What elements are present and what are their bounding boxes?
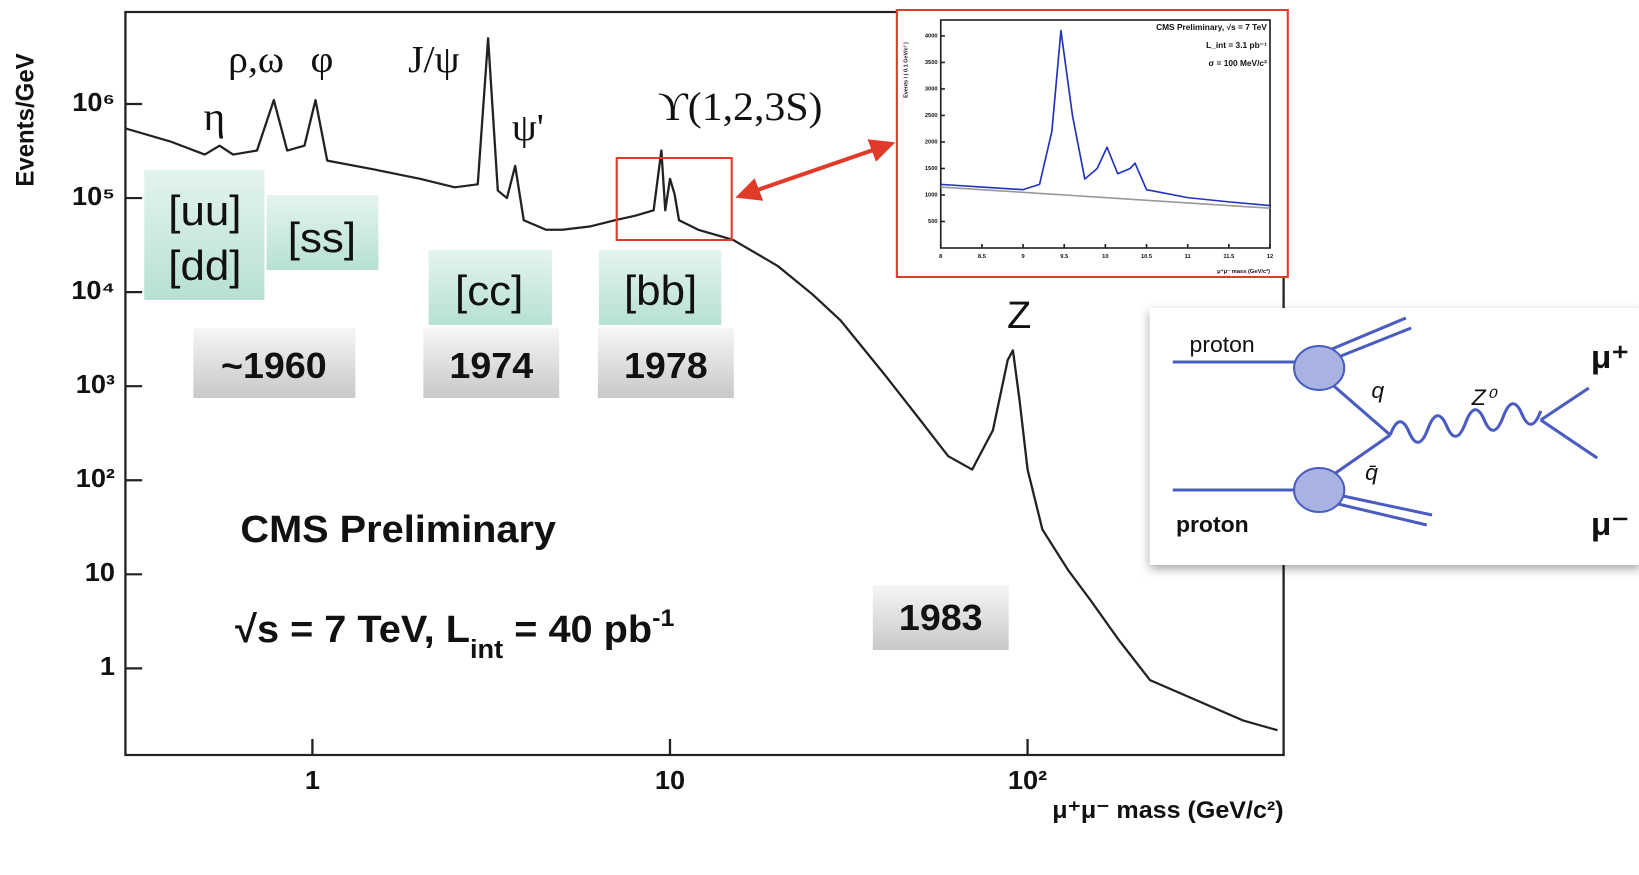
- y-axis-label: Events/GeV: [12, 53, 40, 187]
- x-tick-label: 8.5: [978, 254, 986, 260]
- x-tick-label: 1: [305, 766, 320, 795]
- conditions-label: √s = 7 TeV, Lint = 40 pb-1: [235, 605, 674, 663]
- y-tick-label: 3000: [925, 86, 938, 92]
- feynman-diagram: proton proton q q̄ Z⁰ μ⁺ μ⁻: [1149, 308, 1639, 565]
- x-tick-label: 12: [1267, 254, 1273, 260]
- x-tick-label: 11: [1185, 254, 1191, 260]
- quark-label: [cc]: [455, 268, 523, 315]
- proton-blob: [1293, 345, 1346, 391]
- x-tick-label: 10: [655, 766, 685, 795]
- inset-annotation: CMS Preliminary, √s = 7 TeV: [1156, 23, 1267, 32]
- diagram-label: Z⁰: [1471, 385, 1498, 409]
- x-axis-label: μ⁺μ⁻ mass (GeV/c²): [1052, 797, 1283, 823]
- x-tick-label: 10.5: [1141, 254, 1152, 260]
- series-line: [125, 37, 1278, 732]
- y-tick-label: 10⁶: [72, 87, 115, 116]
- y-tick-label: 10²: [76, 464, 115, 493]
- y-tick-label: 10⁴: [71, 276, 115, 305]
- series-line: [940, 186, 1271, 210]
- peak-label: Z: [1007, 295, 1031, 337]
- series-line: [940, 29, 1271, 207]
- x-tick-label: 10²: [1008, 766, 1047, 795]
- superscript: -1: [652, 605, 674, 631]
- year-label: 1983: [899, 598, 983, 638]
- quark-box: [428, 250, 552, 325]
- inset-chart: CMS Preliminary, √s = 7 TeV L_int = 3.1 …: [902, 19, 1273, 275]
- peak-label: ψ': [512, 107, 544, 149]
- y-tick-label: 10: [85, 558, 115, 587]
- x-tick-label: 11.5: [1223, 254, 1234, 260]
- year-box: [423, 328, 560, 398]
- conditions-text: = 40 pb: [503, 609, 652, 651]
- y-tick-label: 2500: [925, 113, 938, 119]
- diagram-label: proton: [1190, 332, 1255, 356]
- quark-box: [598, 250, 722, 325]
- y-tick-label: 2000: [925, 139, 938, 145]
- y-tick-label: 1500: [925, 166, 938, 172]
- y-tick-label: 10⁵: [72, 181, 115, 210]
- y-tick-label: 3500: [925, 60, 938, 66]
- peak-label: ρ,ω: [228, 39, 284, 81]
- quark-box: [266, 195, 379, 270]
- inset-annotation: L_int = 3.1 pb⁻¹: [1206, 41, 1267, 50]
- diagram-label: μ⁺: [1591, 339, 1629, 375]
- y-axis-label: Events / ( 0.1 GeV/c² ): [902, 42, 909, 98]
- y-tick-label: 1000: [925, 193, 938, 199]
- y-tick-label: 4000: [925, 33, 938, 39]
- year-label: 1978: [624, 346, 708, 386]
- x-tick-label: 9: [1021, 254, 1024, 260]
- peak-label: φ: [310, 39, 333, 81]
- y-tick-label: 1: [100, 652, 115, 681]
- conditions-text: √s = 7 TeV, L: [235, 609, 470, 651]
- subscript: int: [470, 635, 503, 664]
- year-label: 1974: [449, 346, 533, 386]
- x-tick-label: 9.5: [1060, 254, 1068, 260]
- diagram-lines: [1172, 316, 1599, 527]
- inset-frame: [895, 9, 1289, 278]
- year-box: [872, 585, 1009, 650]
- inset-annotation: σ = 100 MeV/c²: [1208, 59, 1267, 68]
- diagram-label: μ⁻: [1591, 506, 1629, 542]
- proton-blob: [1293, 467, 1346, 513]
- peak-label: η: [203, 95, 225, 139]
- peak-label: J/ψ: [408, 39, 459, 81]
- diagram-panel: [1149, 308, 1639, 565]
- quark-label: [ss]: [288, 215, 356, 262]
- zoom-arrow: [735, 139, 896, 201]
- quark-label: [dd]: [168, 243, 241, 290]
- y-tick-label: 10³: [76, 370, 115, 399]
- diagram-label: q: [1371, 378, 1384, 402]
- year-box: [597, 328, 734, 398]
- experiment-label: CMS Preliminary: [240, 509, 556, 551]
- x-tick-label: 8: [939, 254, 942, 260]
- quark-label: [uu]: [168, 188, 241, 235]
- diagram-label: proton: [1176, 512, 1249, 536]
- quark-label: [bb]: [624, 268, 697, 315]
- x-tick-label: 10: [1102, 254, 1108, 260]
- quark-box: [144, 170, 265, 300]
- annotations: η ρ,ω φ J/ψ ψ' ϒ(1,2,3S) Z [uu] [dd] [ss…: [168, 39, 1031, 664]
- y-tick-label: 500: [928, 219, 938, 225]
- peak-label: ϒ(1,2,3S): [658, 85, 823, 129]
- year-label: ~1960: [221, 346, 327, 386]
- x-axis-label: μ⁺μ⁻ mass (GeV/c²): [1217, 268, 1270, 275]
- annotation-boxes: [144, 170, 1009, 650]
- year-box: [193, 328, 356, 398]
- diagram-label: q̄: [1365, 460, 1378, 484]
- zoom-region: [615, 157, 733, 241]
